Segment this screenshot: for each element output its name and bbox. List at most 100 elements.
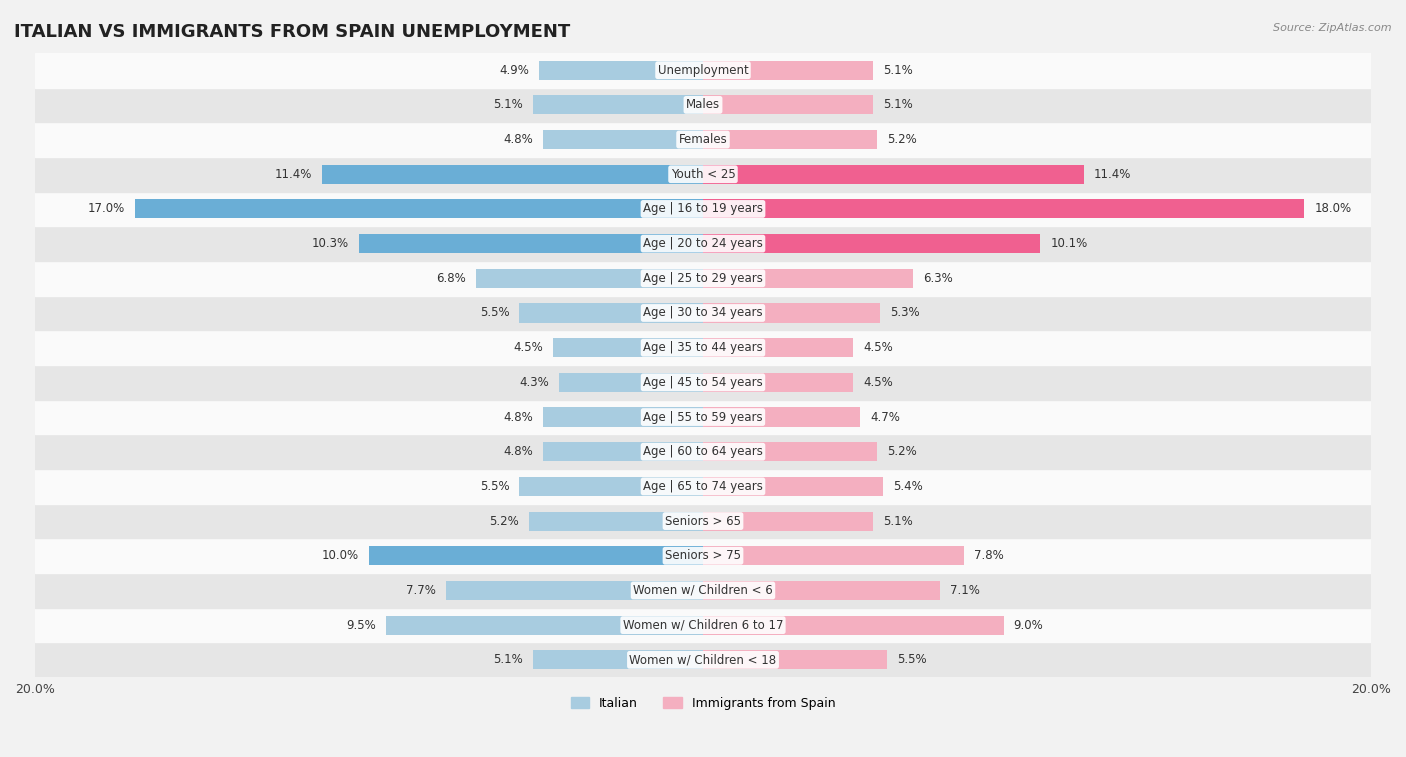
Bar <box>540 61 703 79</box>
Text: 6.8%: 6.8% <box>436 272 465 285</box>
Text: 9.5%: 9.5% <box>346 618 375 631</box>
Text: Women w/ Children < 6: Women w/ Children < 6 <box>633 584 773 597</box>
Bar <box>703 165 1084 184</box>
Bar <box>703 304 880 322</box>
Bar <box>135 199 703 219</box>
Bar <box>35 53 1371 88</box>
Text: 4.8%: 4.8% <box>503 410 533 423</box>
Bar <box>703 234 1040 253</box>
Text: 5.1%: 5.1% <box>494 98 523 111</box>
Bar <box>519 477 703 496</box>
Text: 17.0%: 17.0% <box>89 202 125 216</box>
Text: 4.8%: 4.8% <box>503 133 533 146</box>
Text: 7.1%: 7.1% <box>950 584 980 597</box>
Text: 5.1%: 5.1% <box>883 515 912 528</box>
Text: ITALIAN VS IMMIGRANTS FROM SPAIN UNEMPLOYMENT: ITALIAN VS IMMIGRANTS FROM SPAIN UNEMPLO… <box>14 23 571 41</box>
Text: 4.8%: 4.8% <box>503 445 533 458</box>
Text: 11.4%: 11.4% <box>274 168 312 181</box>
Bar <box>703 581 941 600</box>
Text: 7.8%: 7.8% <box>973 550 1004 562</box>
Text: 7.7%: 7.7% <box>406 584 436 597</box>
Text: 5.2%: 5.2% <box>887 133 917 146</box>
Text: Source: ZipAtlas.com: Source: ZipAtlas.com <box>1274 23 1392 33</box>
Bar <box>35 296 1371 330</box>
Bar <box>703 477 883 496</box>
Text: Unemployment: Unemployment <box>658 64 748 76</box>
Bar <box>35 157 1371 192</box>
Bar <box>35 608 1371 643</box>
Bar <box>703 61 873 79</box>
Bar <box>703 615 1004 634</box>
Bar <box>703 130 877 149</box>
Text: 5.2%: 5.2% <box>887 445 917 458</box>
Text: 5.1%: 5.1% <box>883 98 912 111</box>
Bar <box>368 547 703 565</box>
Bar <box>35 538 1371 573</box>
Text: 9.0%: 9.0% <box>1014 618 1043 631</box>
Bar <box>703 407 860 427</box>
Text: 10.1%: 10.1% <box>1050 237 1088 250</box>
Text: 11.4%: 11.4% <box>1094 168 1132 181</box>
Text: Age | 65 to 74 years: Age | 65 to 74 years <box>643 480 763 493</box>
Text: Age | 60 to 64 years: Age | 60 to 64 years <box>643 445 763 458</box>
Bar <box>703 512 873 531</box>
Text: Age | 16 to 19 years: Age | 16 to 19 years <box>643 202 763 216</box>
Bar <box>35 573 1371 608</box>
Bar <box>35 122 1371 157</box>
Text: 5.5%: 5.5% <box>479 307 509 319</box>
Bar <box>543 130 703 149</box>
Text: Age | 30 to 34 years: Age | 30 to 34 years <box>643 307 763 319</box>
Bar <box>35 400 1371 435</box>
Bar <box>703 199 1305 219</box>
Bar <box>543 407 703 427</box>
Bar <box>475 269 703 288</box>
Text: Age | 20 to 24 years: Age | 20 to 24 years <box>643 237 763 250</box>
Text: Age | 35 to 44 years: Age | 35 to 44 years <box>643 341 763 354</box>
Text: 18.0%: 18.0% <box>1315 202 1351 216</box>
Bar <box>35 503 1371 538</box>
Text: Females: Females <box>679 133 727 146</box>
Text: 5.1%: 5.1% <box>883 64 912 76</box>
Bar <box>322 165 703 184</box>
Text: Age | 55 to 59 years: Age | 55 to 59 years <box>643 410 763 423</box>
Text: 4.9%: 4.9% <box>499 64 529 76</box>
Text: 5.1%: 5.1% <box>494 653 523 666</box>
Text: 5.5%: 5.5% <box>897 653 927 666</box>
Text: Seniors > 75: Seniors > 75 <box>665 550 741 562</box>
Text: 6.3%: 6.3% <box>924 272 953 285</box>
Legend: Italian, Immigrants from Spain: Italian, Immigrants from Spain <box>565 692 841 715</box>
Text: 4.3%: 4.3% <box>520 376 550 389</box>
Bar <box>35 330 1371 365</box>
Text: Women w/ Children < 18: Women w/ Children < 18 <box>630 653 776 666</box>
Text: Women w/ Children 6 to 17: Women w/ Children 6 to 17 <box>623 618 783 631</box>
Text: 4.5%: 4.5% <box>863 341 893 354</box>
Text: Age | 45 to 54 years: Age | 45 to 54 years <box>643 376 763 389</box>
Text: 5.2%: 5.2% <box>489 515 519 528</box>
Bar <box>533 650 703 669</box>
Bar <box>35 643 1371 678</box>
Bar <box>35 261 1371 296</box>
Text: 10.3%: 10.3% <box>312 237 349 250</box>
Bar <box>35 469 1371 503</box>
Bar <box>703 269 914 288</box>
Bar <box>703 372 853 392</box>
Text: Age | 25 to 29 years: Age | 25 to 29 years <box>643 272 763 285</box>
Bar <box>385 615 703 634</box>
Bar <box>35 88 1371 122</box>
Text: Seniors > 65: Seniors > 65 <box>665 515 741 528</box>
Bar <box>543 442 703 461</box>
Bar <box>703 650 887 669</box>
Bar <box>529 512 703 531</box>
Bar <box>560 372 703 392</box>
Text: 5.5%: 5.5% <box>479 480 509 493</box>
Bar <box>703 442 877 461</box>
Text: 10.0%: 10.0% <box>322 550 359 562</box>
Text: 5.4%: 5.4% <box>893 480 924 493</box>
Text: 4.5%: 4.5% <box>513 341 543 354</box>
Bar <box>703 338 853 357</box>
Text: Males: Males <box>686 98 720 111</box>
Bar <box>359 234 703 253</box>
Bar <box>553 338 703 357</box>
Text: Youth < 25: Youth < 25 <box>671 168 735 181</box>
Bar <box>35 435 1371 469</box>
